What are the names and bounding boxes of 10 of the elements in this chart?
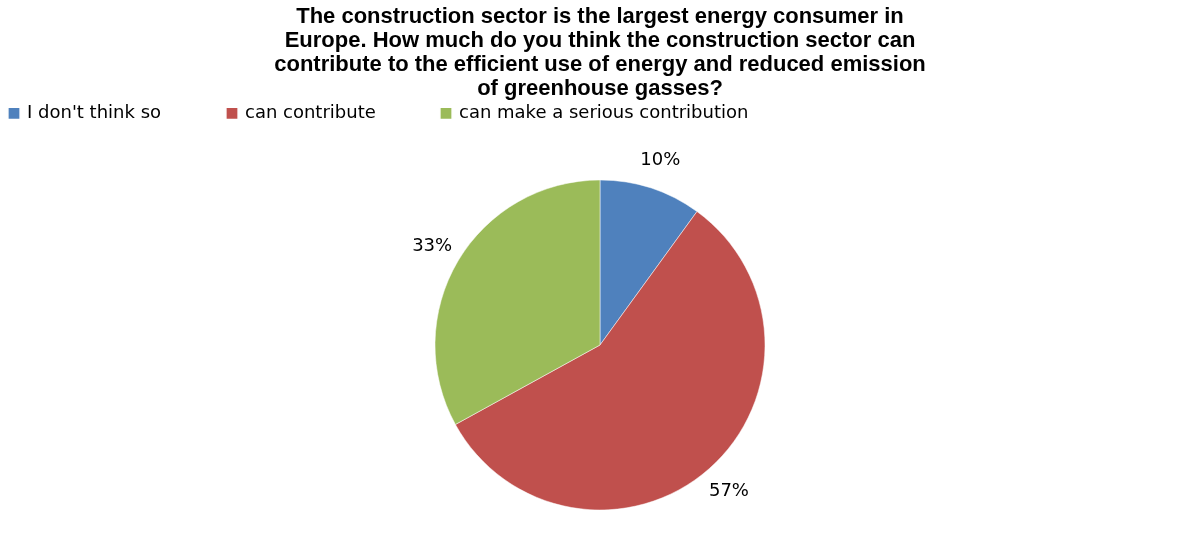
data-label: 33%: [412, 233, 453, 255]
text: contribute to the efficient use of energy and reduced emission: [274, 51, 926, 76]
data-label: 57%: [708, 479, 749, 501]
text: Europe. How much do you think the construction sector can: [284, 27, 916, 52]
legend-label: can contribute: [245, 101, 376, 123]
legend-label: I don't think so: [27, 101, 162, 123]
legend-label: can make a serious contribution: [459, 101, 749, 123]
text: The construction sector is the largest energy consumer in: [296, 3, 904, 28]
data-label: 10%: [640, 147, 681, 169]
text: of greenhouse gasses?: [477, 75, 723, 100]
